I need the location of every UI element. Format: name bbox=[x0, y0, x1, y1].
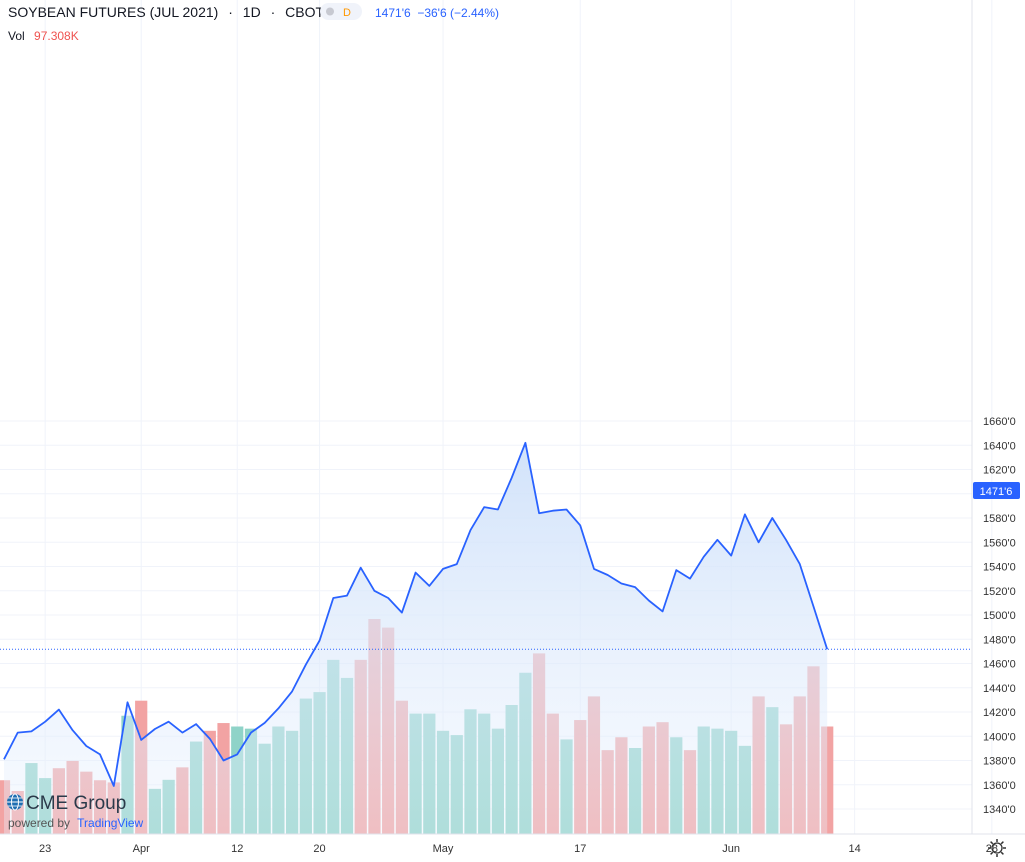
price-axis[interactable]: 1340'0 1360'0 1380'0 1400'0 1420'0 1440'0 1460… bbox=[983, 416, 1016, 816]
price-tick-label: 1400'0 bbox=[983, 731, 1016, 743]
time-tick-label: 20 bbox=[313, 843, 325, 855]
svg-text:SOYBEAN FUTURES (JUL 2021): SOYBEAN FUTURES (JUL 2021) · 1D · CBOT bbox=[8, 4, 324, 20]
price-tick-label: 1380'0 bbox=[983, 756, 1016, 768]
price-area bbox=[4, 442, 828, 834]
tradingview-link[interactable]: TradingView bbox=[77, 816, 143, 830]
header-separator: · bbox=[228, 4, 233, 20]
price-change: 1471'6 −36'6 (−2.44%) bbox=[375, 6, 499, 20]
cme-logo-text: CME Group bbox=[26, 793, 126, 814]
header-separator: · bbox=[271, 4, 276, 20]
price-tick-label: 1560'0 bbox=[983, 537, 1016, 549]
time-tick-label: 12 bbox=[231, 843, 243, 855]
price-tick-label: 1500'0 bbox=[983, 610, 1016, 622]
chart-header: SOYBEAN FUTURES (JUL 2021) · 1D · CBOT D… bbox=[8, 3, 499, 43]
last-price-badge: 1471'6 bbox=[973, 482, 1020, 499]
last-price-label: 1471'6 bbox=[980, 486, 1013, 498]
volume-value: 97.308K bbox=[34, 29, 79, 43]
svg-text:Vol 97.308K: Vol 97.308K bbox=[8, 29, 79, 43]
price-tick-label: 1340'0 bbox=[983, 804, 1016, 816]
time-tick-label: May bbox=[433, 843, 454, 855]
delay-badge[interactable]: D bbox=[320, 3, 362, 20]
price-tick-label: 1640'0 bbox=[983, 440, 1016, 452]
interval-label[interactable]: 1D bbox=[243, 4, 261, 20]
price-tick-label: 1660'0 bbox=[983, 416, 1016, 428]
exchange-label: CBOT bbox=[285, 4, 324, 20]
price-tick-label: 1620'0 bbox=[983, 465, 1016, 477]
powered-by-label: powered by bbox=[8, 816, 70, 830]
time-tick-label: Jun bbox=[722, 843, 740, 855]
time-tick-label: 23 bbox=[39, 843, 51, 855]
settings-gear-icon[interactable] bbox=[988, 839, 1006, 857]
price-tick-label: 1540'0 bbox=[983, 562, 1016, 574]
price-tick-label: 1520'0 bbox=[983, 586, 1016, 598]
price-line bbox=[3, 441, 829, 787]
time-tick-label: 14 bbox=[849, 843, 861, 855]
time-axis[interactable]: 23 Apr 12 20 May 17 Jun 14 28 bbox=[39, 843, 998, 855]
price-tick-label: 1580'0 bbox=[983, 513, 1016, 525]
price-tick-label: 1420'0 bbox=[983, 707, 1016, 719]
time-tick-label: 17 bbox=[574, 843, 586, 855]
branding[interactable]: CME Group powered by TradingView bbox=[7, 793, 144, 830]
status-dot-icon bbox=[326, 7, 334, 16]
globe-icon bbox=[7, 793, 23, 811]
svg-text:powered by TradingView: powered by TradingView bbox=[8, 816, 144, 830]
delay-badge-label: D bbox=[343, 7, 351, 19]
price-tick-label: 1460'0 bbox=[983, 659, 1016, 671]
symbol-title[interactable]: SOYBEAN FUTURES (JUL 2021) bbox=[8, 4, 218, 20]
price-tick-label: 1360'0 bbox=[983, 780, 1016, 792]
price-tick-label: 1440'0 bbox=[983, 683, 1016, 695]
price-tick-label: 1480'0 bbox=[983, 634, 1016, 646]
time-tick-label: Apr bbox=[133, 843, 150, 855]
volume-label: Vol bbox=[8, 29, 25, 43]
